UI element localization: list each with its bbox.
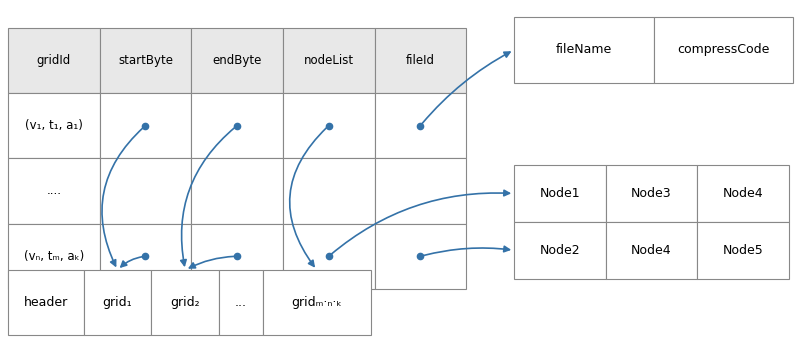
Text: (vₙ, tₘ, aₖ): (vₙ, tₘ, aₖ) <box>24 250 84 263</box>
Bar <box>375 93 466 158</box>
Bar <box>84 270 151 335</box>
Bar <box>100 28 191 93</box>
Bar <box>606 222 697 279</box>
Bar <box>100 224 191 289</box>
Bar <box>375 28 466 93</box>
Text: ...: ... <box>235 296 247 309</box>
Bar <box>283 93 375 158</box>
Bar <box>8 93 100 158</box>
Text: Node4: Node4 <box>631 244 672 257</box>
Text: endByte: endByte <box>213 54 261 67</box>
FancyArrowPatch shape <box>181 127 235 266</box>
Bar <box>191 224 283 289</box>
Bar <box>191 158 283 224</box>
Bar <box>219 270 263 335</box>
Bar <box>283 224 375 289</box>
Bar <box>8 158 100 224</box>
Bar <box>8 224 100 289</box>
Text: gridId: gridId <box>37 54 71 67</box>
Text: header: header <box>24 296 68 309</box>
FancyArrowPatch shape <box>102 127 143 266</box>
Bar <box>514 222 606 279</box>
Text: gridₘ·ₙ·ₖ: gridₘ·ₙ·ₖ <box>292 296 342 309</box>
Bar <box>8 28 100 93</box>
Text: Node5: Node5 <box>723 244 764 257</box>
Text: nodeList: nodeList <box>304 54 354 67</box>
Bar <box>375 158 466 224</box>
Text: Node4: Node4 <box>723 187 764 200</box>
Text: grid₂: grid₂ <box>171 296 200 309</box>
FancyArrowPatch shape <box>289 128 327 266</box>
Bar <box>191 28 283 93</box>
Bar <box>654 17 793 83</box>
Bar <box>100 158 191 224</box>
Text: compressCode: compressCode <box>677 43 769 56</box>
Text: ....: .... <box>46 184 61 197</box>
Bar <box>697 165 789 222</box>
Text: Node1: Node1 <box>540 187 580 200</box>
Bar <box>375 224 466 289</box>
Bar <box>100 93 191 158</box>
FancyArrowPatch shape <box>331 190 509 255</box>
Text: grid₁: grid₁ <box>103 296 132 309</box>
Bar <box>697 222 789 279</box>
Text: Node3: Node3 <box>631 187 672 200</box>
Bar <box>191 93 283 158</box>
Bar <box>8 270 84 335</box>
Bar <box>151 270 219 335</box>
Bar <box>514 165 606 222</box>
FancyArrowPatch shape <box>190 256 234 268</box>
Text: Node2: Node2 <box>540 244 580 257</box>
Text: fileName: fileName <box>556 43 612 56</box>
Text: fileId: fileId <box>406 54 435 67</box>
FancyArrowPatch shape <box>423 246 509 256</box>
Bar <box>263 270 371 335</box>
Text: (v₁, t₁, a₁): (v₁, t₁, a₁) <box>25 119 83 132</box>
Text: startByte: startByte <box>118 54 173 67</box>
Bar <box>514 17 654 83</box>
FancyArrowPatch shape <box>121 257 143 267</box>
Bar <box>283 28 375 93</box>
Bar <box>606 165 697 222</box>
FancyArrowPatch shape <box>422 52 510 123</box>
Bar <box>283 158 375 224</box>
